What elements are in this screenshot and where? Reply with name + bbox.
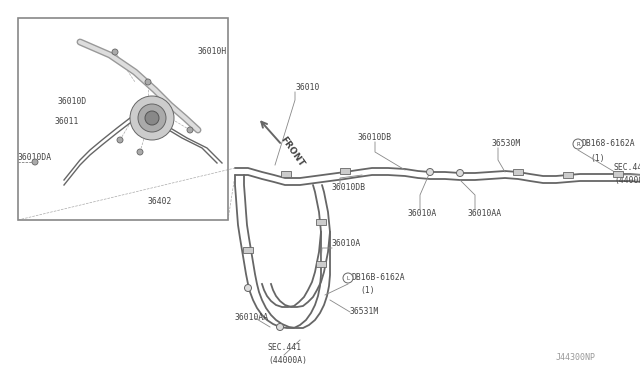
Text: 36402: 36402 <box>148 198 172 206</box>
Text: L: L <box>346 276 349 280</box>
Circle shape <box>138 104 166 132</box>
Text: 36530M: 36530M <box>492 140 521 148</box>
Text: R: R <box>576 141 580 147</box>
Circle shape <box>187 127 193 133</box>
Bar <box>513 169 523 175</box>
Circle shape <box>244 285 252 292</box>
Circle shape <box>117 137 123 143</box>
Text: 36010AA: 36010AA <box>235 314 269 323</box>
Circle shape <box>145 79 151 85</box>
Bar <box>340 168 350 174</box>
Text: SEC.441: SEC.441 <box>268 343 302 353</box>
Text: DB168-6162A: DB168-6162A <box>582 140 636 148</box>
Bar <box>281 171 291 177</box>
Bar <box>316 219 326 225</box>
Text: (44000A): (44000A) <box>268 356 307 365</box>
Text: 36010D: 36010D <box>58 97 87 106</box>
Text: SEC.441: SEC.441 <box>614 164 640 173</box>
Circle shape <box>145 111 159 125</box>
Text: J44300NP: J44300NP <box>556 353 596 362</box>
Text: 36010DB: 36010DB <box>332 183 366 192</box>
Bar <box>243 247 253 253</box>
Circle shape <box>137 149 143 155</box>
Text: 36010DA: 36010DA <box>18 154 52 163</box>
Bar <box>563 172 573 178</box>
Circle shape <box>573 139 583 149</box>
Bar <box>18 18 228 220</box>
Text: FRONT: FRONT <box>278 135 306 169</box>
Text: 36531M: 36531M <box>350 308 380 317</box>
Circle shape <box>112 49 118 55</box>
Circle shape <box>343 273 353 283</box>
Bar <box>613 171 623 177</box>
Circle shape <box>32 159 38 165</box>
Text: 36010A: 36010A <box>408 209 437 218</box>
Circle shape <box>426 169 433 176</box>
Text: 36010H: 36010H <box>198 48 227 57</box>
Text: DB16B-6162A: DB16B-6162A <box>352 273 406 282</box>
Text: (1): (1) <box>590 154 605 163</box>
Text: 36010: 36010 <box>296 83 321 93</box>
Text: 36011: 36011 <box>55 118 79 126</box>
Text: (1): (1) <box>360 285 374 295</box>
Text: (44000A): (44000A) <box>614 176 640 185</box>
Bar <box>316 261 326 267</box>
Circle shape <box>130 96 174 140</box>
Text: 36010DB: 36010DB <box>358 134 392 142</box>
Circle shape <box>456 170 463 176</box>
Text: 36010A: 36010A <box>332 240 361 248</box>
Text: 36010AA: 36010AA <box>468 209 502 218</box>
Circle shape <box>276 324 284 330</box>
